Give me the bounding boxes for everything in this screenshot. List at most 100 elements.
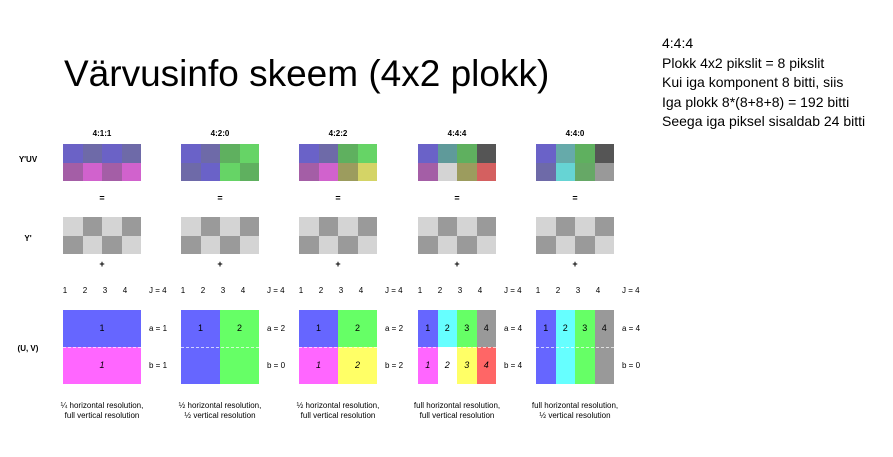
chroma-label: 3 xyxy=(464,323,470,333)
luma-pixel xyxy=(200,217,220,236)
column-number: 2 xyxy=(82,286,88,295)
scheme-label: 4:1:1 xyxy=(92,129,112,138)
caption-line: full vertical resolution xyxy=(64,411,140,420)
luma-pixel xyxy=(555,235,575,254)
luma-pixel xyxy=(594,235,614,254)
b-label: b = 0 xyxy=(267,361,286,370)
column-number: 2 xyxy=(555,286,561,295)
chroma-label: 1 xyxy=(425,360,431,370)
info-line: Seega iga piksel sisaldab 24 bitti xyxy=(662,113,866,129)
luma-pixel xyxy=(318,217,338,236)
column-number: 4 xyxy=(595,286,601,295)
yuv-pixel xyxy=(536,162,556,181)
a-label: a = 2 xyxy=(385,324,404,333)
chroma-label: 3 xyxy=(464,360,470,370)
column-number: 3 xyxy=(220,286,226,295)
column-number: 4 xyxy=(477,286,483,295)
yuv-pixel xyxy=(575,144,595,163)
equals-sign: = xyxy=(572,193,578,203)
chroma-label: 1 xyxy=(425,323,431,333)
yuv-pixel xyxy=(181,144,201,163)
luma-pixel xyxy=(555,217,575,236)
chroma-block-top xyxy=(476,310,496,347)
chroma-label: 1 xyxy=(99,360,105,370)
yuv-pixel xyxy=(220,162,240,181)
luma-pixel xyxy=(357,217,377,236)
yuv-pixel xyxy=(357,144,377,163)
j-label: J = 4 xyxy=(504,286,522,295)
scheme-label: 4:4:4 xyxy=(447,129,467,138)
luma-pixel xyxy=(102,235,122,254)
yuv-pixel xyxy=(594,162,614,181)
info-line: Iga plokk 8*(8+8+8) = 192 bitti xyxy=(662,93,850,110)
plus-sign: + xyxy=(99,259,105,269)
chroma-block-top xyxy=(418,310,438,347)
b-label: b = 2 xyxy=(385,361,404,370)
caption-line: ½ horizontal resolution, xyxy=(178,401,262,410)
chroma-label: 4 xyxy=(483,323,489,333)
chroma-block-bottom xyxy=(594,347,614,384)
chroma-block-top xyxy=(338,310,377,347)
yuv-pixel xyxy=(457,144,477,163)
b-label: b = 1 xyxy=(149,361,168,370)
chroma-block-top xyxy=(220,310,259,347)
yuv-pixel xyxy=(239,162,259,181)
yuv-pixel xyxy=(594,144,614,163)
yuv-pixel xyxy=(318,144,338,163)
row-divider xyxy=(418,347,496,348)
chroma-block-bottom xyxy=(555,347,575,384)
yuv-pixel xyxy=(181,162,201,181)
luma-pixel xyxy=(338,217,358,236)
yuv-pixel xyxy=(536,144,556,163)
a-label: a = 1 xyxy=(149,324,168,333)
luma-pixel xyxy=(82,235,102,254)
chroma-block-top xyxy=(181,310,220,347)
chroma-block-bottom xyxy=(63,347,141,384)
column-number: 4 xyxy=(122,286,128,295)
chroma-block-bottom xyxy=(575,347,595,384)
chroma-block-bottom xyxy=(418,347,438,384)
column-number: 2 xyxy=(437,286,443,295)
yuv-pixel xyxy=(476,162,496,181)
yuv-pixel xyxy=(418,162,438,181)
luma-pixel xyxy=(82,217,102,236)
yuv-pixel xyxy=(121,144,141,163)
column-number: 1 xyxy=(298,286,304,295)
row-label-yuv: Y'UV xyxy=(18,155,38,164)
caption-line: full horizontal resolution, xyxy=(531,401,619,410)
luma-pixel xyxy=(437,217,457,236)
yuv-pixel xyxy=(102,144,122,163)
yuv-pixel xyxy=(555,162,575,181)
row-label-y: Y' xyxy=(24,234,32,243)
column-number: 3 xyxy=(575,286,581,295)
yuv-pixel xyxy=(299,162,319,181)
chroma-label: 2 xyxy=(354,360,360,370)
column-number: 3 xyxy=(457,286,463,295)
caption-line: full vertical resolution xyxy=(300,411,376,420)
yuv-pixel xyxy=(555,144,575,163)
luma-pixel xyxy=(476,217,496,236)
luma-pixel xyxy=(418,217,438,236)
luma-pixel xyxy=(318,235,338,254)
column-number: 4 xyxy=(358,286,364,295)
chroma-label: 1 xyxy=(197,323,203,333)
yuv-pixel xyxy=(318,162,338,181)
scheme-label: 4:4:0 xyxy=(565,129,585,138)
yuv-pixel xyxy=(357,162,377,181)
chroma-block-bottom xyxy=(437,347,457,384)
row-divider xyxy=(299,347,377,348)
luma-pixel xyxy=(418,235,438,254)
luma-pixel xyxy=(457,235,477,254)
b-label: b = 4 xyxy=(504,361,523,370)
luma-pixel xyxy=(200,235,220,254)
caption-line: ½ vertical resolution xyxy=(184,411,256,420)
column-number: 2 xyxy=(318,286,324,295)
luma-pixel xyxy=(575,217,595,236)
yuv-pixel xyxy=(82,144,102,163)
yuv-pixel xyxy=(63,144,83,163)
chroma-label: 2 xyxy=(354,323,360,333)
caption-line: full vertical resolution xyxy=(419,411,495,420)
luma-pixel xyxy=(63,217,83,236)
luma-pixel xyxy=(220,217,240,236)
a-label: a = 4 xyxy=(504,324,523,333)
